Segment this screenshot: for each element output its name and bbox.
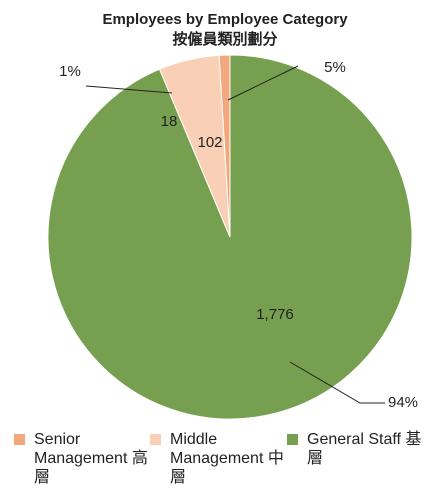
legend-swatch bbox=[150, 434, 161, 445]
value-label: 1,776 bbox=[256, 306, 294, 323]
value-label: 18 bbox=[161, 113, 178, 130]
chart-subtitle: 按僱員類別劃分 bbox=[172, 30, 277, 48]
legend-label: Senior Management 高層 bbox=[34, 431, 148, 486]
value-label: 102 bbox=[197, 134, 222, 151]
leader-line bbox=[85, 85, 173, 94]
legend-label: Middle Management 中層 bbox=[170, 431, 284, 486]
chart: Employees by Employee Category 按僱員類別劃分 1… bbox=[47, 11, 418, 420]
legend-swatch bbox=[287, 434, 298, 445]
percent-label: 5% bbox=[324, 59, 346, 76]
legend-swatch bbox=[14, 434, 25, 445]
pie-slice bbox=[218, 54, 231, 238]
leader-line bbox=[227, 65, 299, 101]
legend-label: General Staff 基層 bbox=[307, 431, 422, 467]
chart-title: Employees by Employee Category bbox=[102, 11, 348, 28]
percent-label: 1% bbox=[59, 63, 81, 80]
percent-label: 94% bbox=[388, 394, 418, 411]
leader-line bbox=[289, 361, 385, 404]
